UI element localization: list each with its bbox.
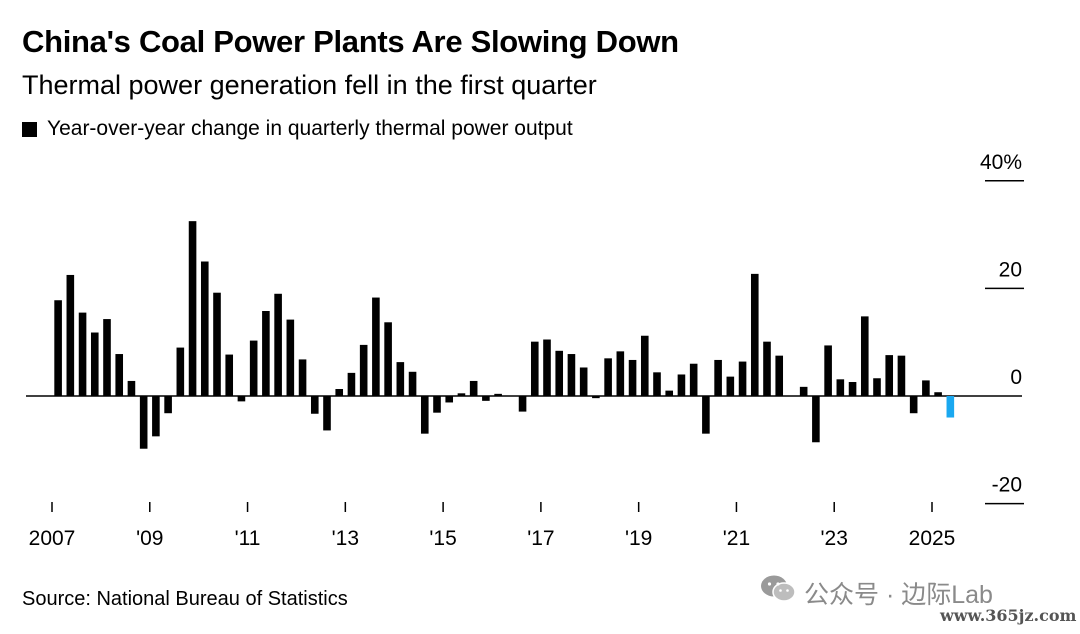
y-tick-label: 40%	[980, 151, 1022, 174]
bar	[775, 355, 784, 396]
bar	[54, 300, 62, 396]
bar-latest-highlight	[946, 396, 955, 418]
bar	[836, 379, 845, 396]
x-tick-label: '21	[723, 527, 750, 550]
bar	[139, 396, 148, 449]
watermark-text: 公众号 · 边际Lab	[804, 580, 993, 609]
x-tick-label: '17	[527, 527, 554, 550]
bar	[90, 332, 99, 396]
chart-title: China's Coal Power Plants Are Slowing Do…	[22, 24, 679, 59]
bar	[934, 392, 942, 396]
bar	[555, 350, 564, 396]
bar	[738, 361, 747, 396]
bar	[689, 363, 698, 396]
bar	[372, 297, 380, 396]
bar	[225, 354, 234, 396]
bar	[530, 341, 539, 396]
bar	[653, 372, 661, 396]
bar	[347, 372, 356, 396]
bar	[323, 396, 331, 431]
chart-subtitle: Thermal power generation fell in the fir…	[22, 70, 597, 100]
bar	[897, 355, 906, 396]
bar	[799, 386, 808, 396]
bar	[592, 396, 600, 399]
bar	[543, 339, 551, 396]
bar	[115, 354, 124, 396]
bar	[922, 380, 930, 396]
y-tick-label: 20	[999, 258, 1022, 281]
bar	[237, 396, 246, 402]
bar	[604, 358, 612, 396]
bar	[127, 380, 136, 396]
legend-label: Year-over-year change in quarterly therm…	[47, 117, 573, 140]
bar	[249, 340, 258, 396]
wechat-icon	[760, 574, 796, 611]
bar	[298, 359, 307, 396]
bar	[714, 359, 722, 396]
bar	[567, 354, 576, 396]
bar	[494, 393, 502, 396]
bar	[408, 371, 417, 396]
bar	[677, 374, 686, 396]
bar	[812, 396, 820, 443]
bar	[763, 341, 771, 396]
bar	[885, 355, 894, 396]
bar	[286, 319, 295, 396]
y-tick-label: -20	[992, 474, 1022, 497]
bar	[152, 396, 160, 437]
bar	[469, 380, 478, 396]
bar	[665, 390, 674, 396]
bar	[909, 396, 918, 414]
bar	[726, 376, 735, 396]
bar	[164, 396, 172, 414]
watermark: 公众号 · 边际Lab	[760, 574, 993, 611]
x-tick-label: 2007	[29, 527, 76, 550]
bar	[103, 319, 111, 396]
x-tick-label: 2025	[909, 527, 956, 550]
bar	[274, 293, 282, 396]
bar	[359, 344, 368, 396]
bar	[176, 347, 185, 396]
bar	[457, 393, 466, 396]
bar	[702, 396, 710, 434]
bar	[616, 351, 625, 396]
x-tick-label: '19	[625, 527, 652, 550]
bar	[188, 221, 197, 396]
bar	[213, 292, 221, 396]
source-note: Source: National Bureau of Statistics	[22, 588, 348, 610]
x-tick-label: '23	[821, 527, 848, 550]
bar	[66, 274, 75, 396]
bar	[420, 396, 429, 434]
bar	[518, 396, 527, 412]
x-tick-label: '13	[332, 527, 359, 550]
bar	[310, 396, 319, 414]
bar	[482, 396, 490, 401]
x-tick-label: '15	[429, 527, 456, 550]
bar	[628, 359, 637, 396]
bar	[433, 396, 441, 413]
bar	[396, 362, 405, 396]
legend-swatch	[22, 121, 37, 137]
bar	[848, 382, 857, 396]
bar	[200, 261, 209, 396]
bar	[750, 273, 759, 396]
x-tick-label: '11	[235, 527, 261, 550]
bar	[262, 311, 270, 396]
bar	[824, 345, 832, 396]
bar	[873, 378, 881, 396]
bar	[860, 316, 869, 396]
bar	[335, 389, 344, 396]
bar	[640, 335, 649, 396]
watermark-url: www.365jz.com	[940, 606, 1077, 625]
legend: Year-over-year change in quarterly therm…	[22, 117, 573, 141]
bar	[579, 367, 588, 396]
bar	[78, 312, 87, 396]
bar	[384, 322, 392, 396]
y-tick-label: 0	[1010, 366, 1022, 389]
bar	[445, 396, 454, 403]
x-tick-label: '09	[136, 527, 163, 550]
